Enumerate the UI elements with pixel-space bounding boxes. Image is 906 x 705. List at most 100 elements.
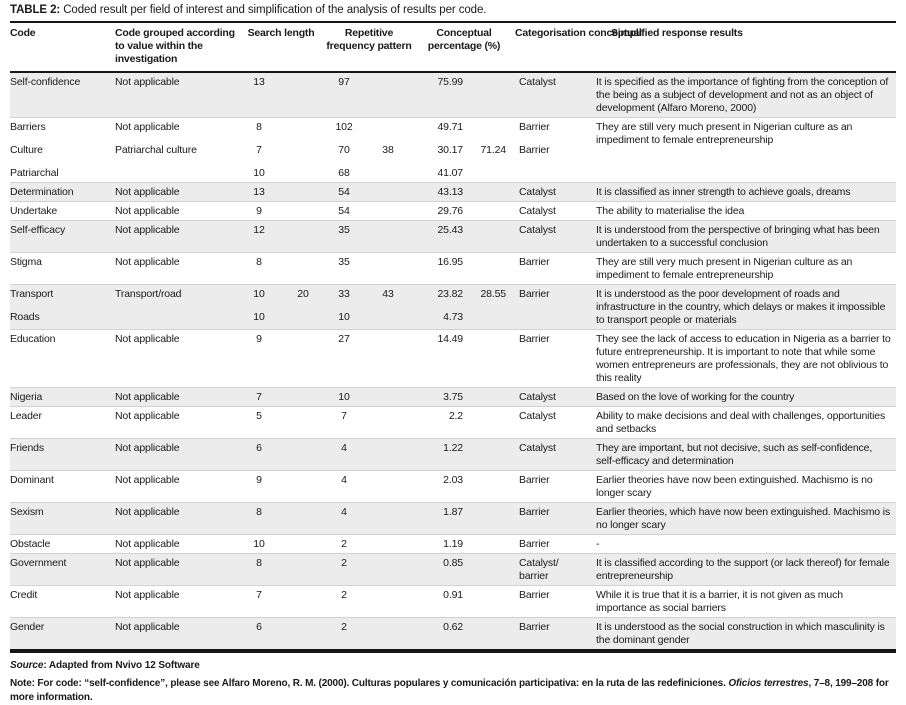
header-divider [10,71,896,73]
cell-s2 [281,588,325,602]
table-row-group: Self-confidence Not applicable 13 97 75.99 Ca… [10,73,896,117]
cell-code: Determination [10,186,74,198]
cell-r1: 4 [341,474,347,486]
cell-r2 [363,310,413,324]
cell-r1: 68 [338,167,350,179]
cell-code: Patriarchal [10,167,59,179]
cell-s2 [281,332,325,346]
cell-response: They are still very much present in Nige… [596,256,853,281]
cell-s1: 8 [256,557,262,569]
table-row: Nigeria Not applicable 7 10 3.75 Catalyst [10,390,594,404]
cell-cat [515,166,594,180]
column-header-code-grouped: Code grouped according to value within t… [115,27,235,65]
cell-s2 [281,556,325,583]
cell-code: Sexism [10,506,44,518]
cell-grouped [115,166,237,180]
table-row: Gender Not applicable 6 2 0.62 Barrier [10,620,594,634]
cell-s1: 9 [256,333,262,345]
cell-code: Obstacle [10,538,51,550]
table-row-group: Sexism Not applicable 8 4 1.87 Barrier Earlier… [10,502,896,534]
cell-r1: 54 [338,205,350,217]
column-header-simplified-response: Simplified response results [611,27,743,39]
footnote: Note: For code: “self-confidence”, pleas… [10,677,896,705]
cell-s1: 10 [253,538,265,550]
cell-s1: 8 [256,256,262,268]
source-text: : Adapted from Nvivo 12 Software [43,660,200,671]
cell-r2: 38 [382,144,394,156]
cell-cat: Catalyst [519,224,556,236]
table-row-group: Nigeria Not applicable 7 10 3.75 Catalyst Base… [10,387,896,406]
row-group-values: Credit Not applicable 7 2 0.91 Barrier [10,588,594,615]
cell-cat: Barrier [519,474,550,486]
cell-grouped: Not applicable [115,333,180,345]
cell-response: It is specified as the importance of fig… [596,76,889,114]
table-row: Credit Not applicable 7 2 0.91 Barrier [10,588,594,602]
cell-c2 [468,75,515,89]
cell-s1: 8 [256,506,262,518]
table-row-group: Obstacle Not applicable 10 2 1.19 Barrier - [10,534,896,553]
cell-c2 [468,223,515,237]
cell-grouped: Not applicable [115,442,180,454]
cell-c1: 0.91 [443,589,463,601]
cell-r2 [363,620,413,634]
table-row-group: Education Not applicable 9 27 14.49 Barrier Th… [10,329,896,387]
cell-response: They are still very much present in Nige… [596,121,853,146]
column-header-repetitive-frequency: Repetitive frequency pattern [326,27,412,52]
table-row: Barriers Not applicable 8 102 49.71 Barrier [10,120,594,134]
cell-s1: 13 [253,76,265,88]
cell-c2 [468,310,515,324]
cell-r2 [363,441,413,455]
cell-r2 [363,390,413,404]
cell-s2 [281,185,325,199]
cell-c1: 2.03 [443,474,463,486]
cell-s2 [281,120,325,134]
cell-cat: Barrier [519,621,550,633]
cell-r2: 43 [382,288,394,300]
cell-c1: 41.07 [437,167,463,179]
cell-c2 [468,166,515,180]
table-row: Self-confidence Not applicable 13 97 75.99 Ca… [10,75,594,89]
row-group-values: Transport Transport/road 10 20 33 43 23.82 28.5… [10,287,594,327]
cell-code: Dominant [10,474,54,486]
cell-c2 [468,441,515,455]
column-header-code: Code [10,27,36,39]
row-group-values: Leader Not applicable 5 7 2.2 Catalyst [10,409,594,436]
cell-cat: Catalyst [519,410,556,422]
cell-r2 [363,473,413,487]
cell-response: It is classified according to the suppor… [596,557,890,582]
cell-c2 [468,185,515,199]
cell-s1: 10 [253,311,265,323]
cell-c1: 23.82 [437,288,463,300]
cell-c1: 1.19 [443,538,463,550]
cell-code: Gender [10,621,45,633]
cell-r2 [363,409,413,423]
cell-grouped: Transport/road [115,288,182,300]
table-row: Undertake Not applicable 9 54 29.76 Catalyst [10,204,594,218]
cell-c1: 30.17 [437,144,463,156]
cell-c2 [468,204,515,218]
row-group-values: Friends Not applicable 6 4 1.22 Catalyst [10,441,594,468]
cell-cat: Barrier [519,121,550,133]
cell-cat: Catalyst [519,205,556,217]
table-row-group: Stigma Not applicable 8 35 16.95 Barrier They … [10,252,896,284]
cell-cat: Catalyst [519,76,556,88]
cell-grouped: Not applicable [115,474,180,486]
cell-c2 [468,255,515,269]
cell-s1: 8 [256,121,262,133]
row-group-values: Obstacle Not applicable 10 2 1.19 Barrier [10,537,594,551]
cell-s2 [281,473,325,487]
cell-code: Self-confidence [10,76,81,88]
cell-code: Education [10,333,56,345]
cell-c2 [468,537,515,551]
cell-r1: 10 [338,311,350,323]
cell-response: Ability to make decisions and deal with … [596,410,886,435]
cell-cat: Catalyst/ barrier [519,557,559,582]
cell-s1: 5 [256,410,262,422]
cell-c1: 75.99 [437,76,463,88]
cell-c2 [468,409,515,423]
cell-grouped: Not applicable [115,621,180,633]
cell-r1: 4 [341,506,347,518]
table-row: Stigma Not applicable 8 35 16.95 Barrier [10,255,594,269]
cell-r1: 54 [338,186,350,198]
cell-r2 [363,255,413,269]
